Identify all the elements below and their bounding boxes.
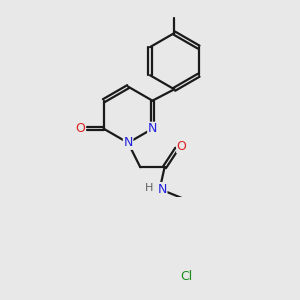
Text: O: O [177,140,187,153]
Text: H: H [145,183,153,193]
Text: N: N [158,183,167,196]
Text: N: N [148,122,157,135]
Text: Cl: Cl [180,270,193,283]
Text: N: N [123,136,133,149]
Text: O: O [76,122,85,135]
